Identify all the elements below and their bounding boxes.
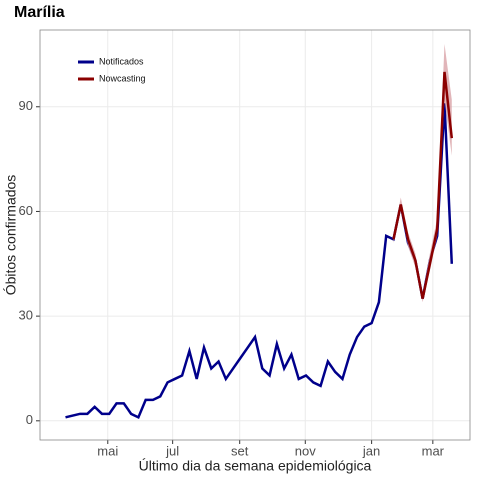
line <box>65 103 454 420</box>
x-tick-label: mar <box>422 443 445 458</box>
panel-border <box>39 29 471 441</box>
x-tick-label: nov <box>295 443 316 458</box>
chart-title: Marília <box>14 4 65 21</box>
legend-label: Notificados <box>99 56 144 66</box>
x-axis-label: Último dia da semana epidemiológica <box>139 458 372 474</box>
y-tick-label: 60 <box>19 203 33 218</box>
y-tick-label: 30 <box>19 308 33 323</box>
y-tick-label: 0 <box>26 412 33 427</box>
line <box>392 71 454 299</box>
y-axis-label: Óbitos confirmados <box>3 175 19 296</box>
x-tick-label: mai <box>97 443 118 458</box>
x-tick-label: jan <box>362 443 380 458</box>
y-tick-label: 90 <box>19 98 33 113</box>
x-tick-label: jul <box>165 443 179 458</box>
x-tick-label: set <box>231 443 249 458</box>
legend-label: Nowcasting <box>99 73 146 83</box>
